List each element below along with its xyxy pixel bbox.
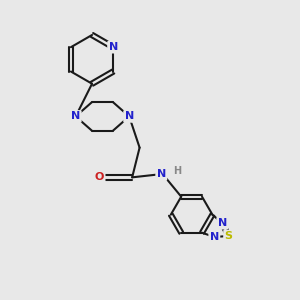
Text: S: S (224, 231, 232, 241)
Text: N: N (218, 218, 227, 228)
Text: O: O (95, 172, 104, 182)
Text: N: N (124, 111, 134, 122)
Text: N: N (210, 232, 219, 242)
Text: N: N (157, 169, 166, 179)
Text: N: N (71, 111, 80, 122)
Text: H: H (173, 166, 181, 176)
Text: N: N (109, 42, 118, 52)
